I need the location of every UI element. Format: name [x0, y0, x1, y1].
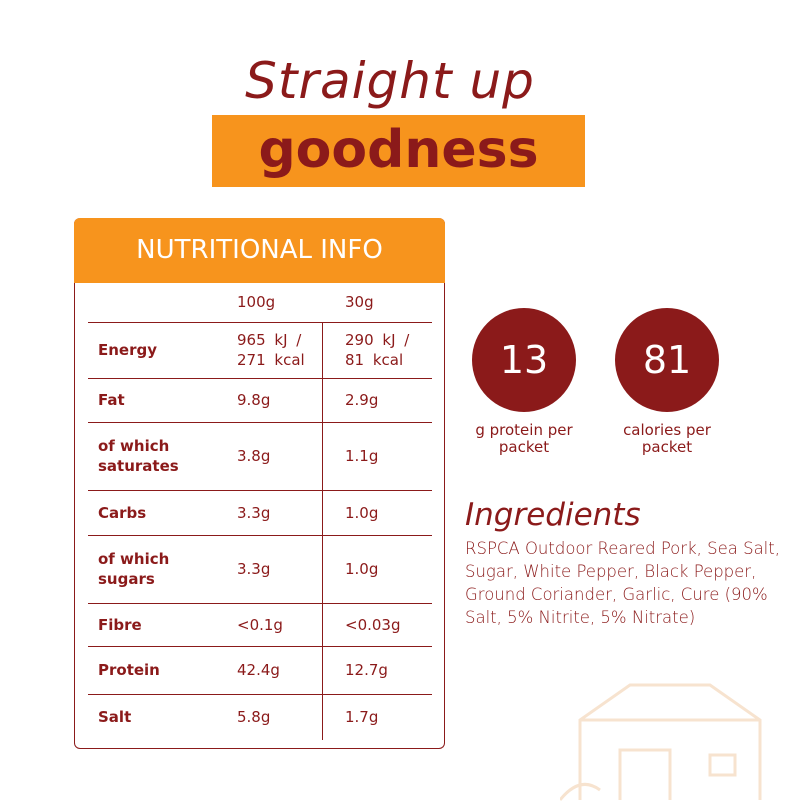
row-value: 3.8g — [237, 447, 271, 465]
row-value: 1.0g — [345, 503, 379, 522]
row-divider — [88, 422, 432, 423]
row-value: 12.7g — [345, 661, 388, 679]
row-value: 290 kJ / 81 kcal — [345, 331, 410, 369]
row-label: Protein — [98, 661, 160, 679]
headline: Straight up — [245, 52, 535, 110]
row-divider — [88, 694, 432, 695]
stat-circle: 13 — [472, 308, 576, 412]
row-value: 3.3g — [237, 560, 271, 578]
row-label: Carbs — [98, 503, 147, 522]
row-label: Fibre — [98, 615, 142, 634]
row-label: of which sugars — [98, 550, 170, 588]
ingredients-title: Ingredients — [465, 497, 641, 533]
row-value: 965 kJ / 271 kcal — [237, 331, 305, 369]
row-divider — [88, 490, 432, 491]
stat-label: calories per packet — [623, 421, 711, 456]
column-divider — [322, 322, 323, 740]
headline-bold: goodness — [258, 120, 539, 180]
row-divider — [88, 322, 432, 323]
row-divider — [88, 378, 432, 379]
row-value: 1.7g — [345, 708, 379, 726]
row-divider — [88, 603, 432, 604]
row-value: 3.3g — [237, 503, 271, 522]
column-header: 100g — [237, 293, 276, 311]
row-value: 1.0g — [345, 560, 379, 578]
row-divider — [88, 646, 432, 647]
row-value: 9.8g — [237, 391, 271, 409]
stat-label: g protein per packet — [475, 421, 573, 456]
column-header: 30g — [345, 293, 374, 311]
row-label: Salt — [98, 708, 132, 726]
row-divider — [88, 535, 432, 536]
row-value: 42.4g — [237, 661, 280, 679]
row-label: Fat — [98, 391, 125, 409]
ingredients-text: RSPCA Outdoor Reared Pork, Sea Salt, Sug… — [465, 539, 780, 627]
row-label: Energy — [98, 341, 158, 359]
row-value: <0.03g — [345, 615, 401, 634]
table-title: NUTRITIONAL INFO — [74, 218, 445, 283]
row-value: 5.8g — [237, 708, 271, 726]
row-value: 1.1g — [345, 447, 379, 465]
row-value: 2.9g — [345, 391, 379, 409]
row-value: <0.1g — [237, 615, 283, 634]
barn-sketch — [560, 683, 762, 801]
headline-highlight — [212, 115, 585, 187]
nutrition-table — [74, 218, 445, 749]
row-label: of which saturates — [98, 437, 179, 475]
stat-circle: 81 — [615, 308, 719, 412]
